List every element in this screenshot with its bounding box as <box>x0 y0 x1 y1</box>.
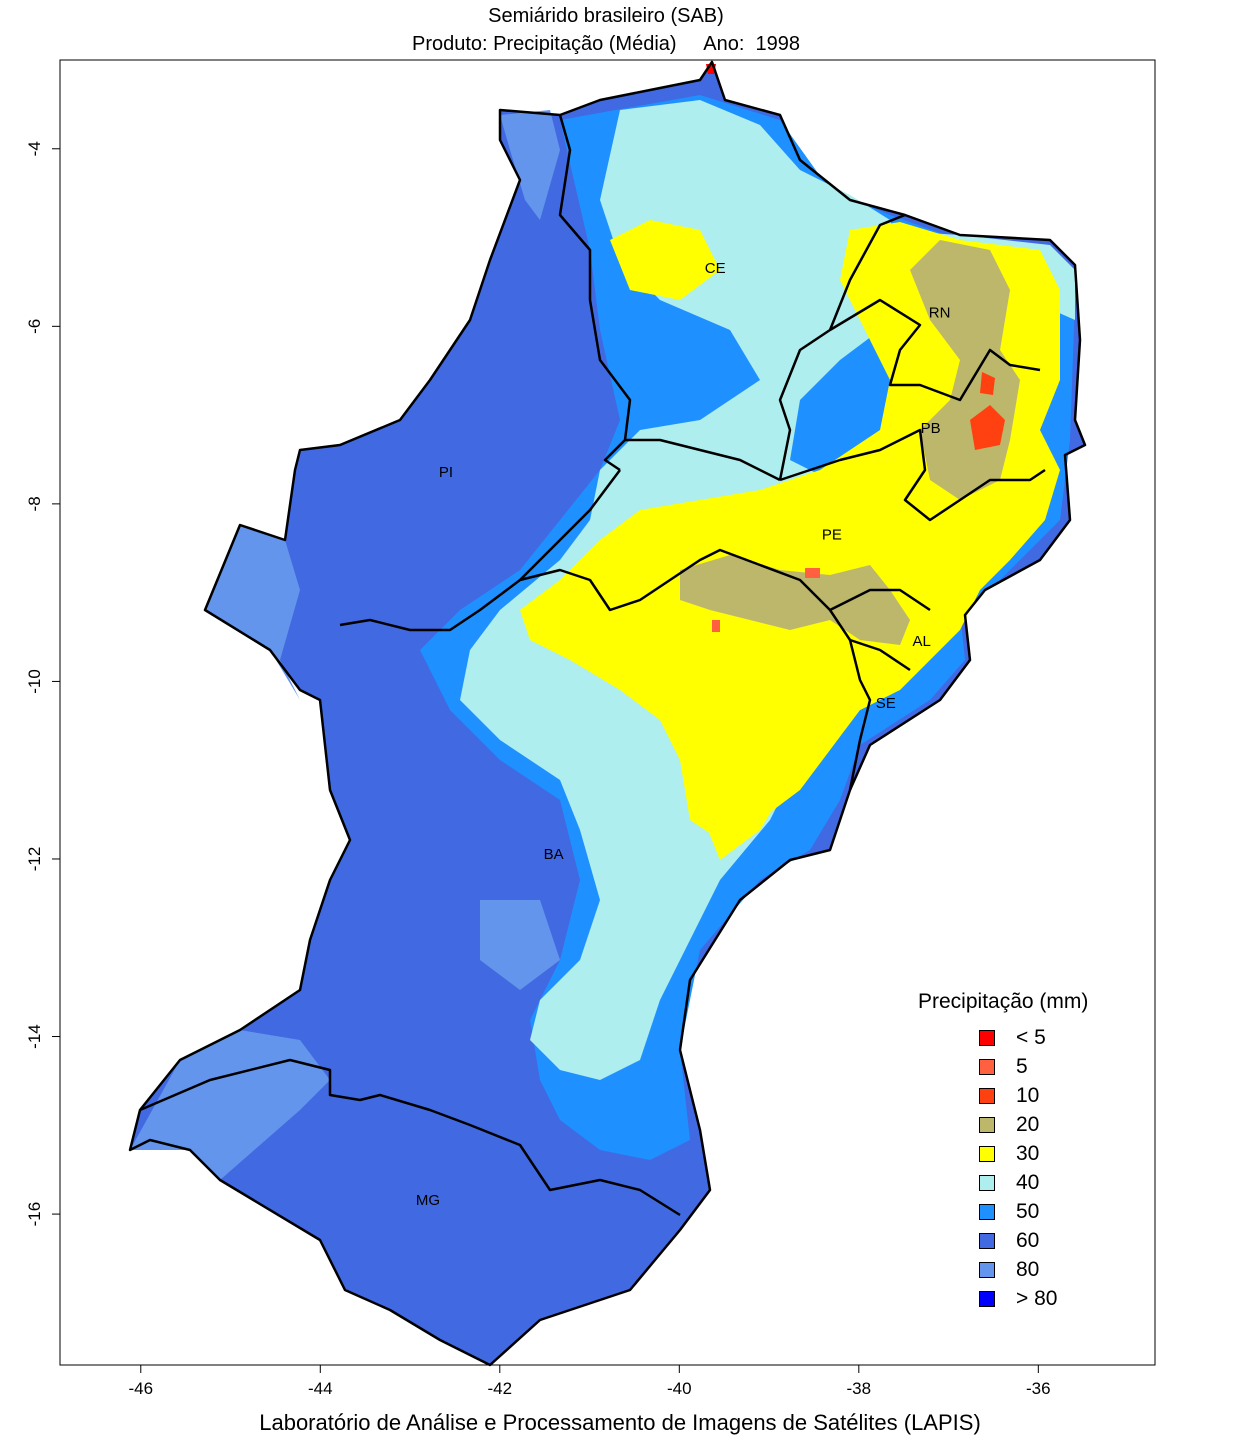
x-tick-label: -40 <box>667 1379 692 1398</box>
x-tick-label: -44 <box>308 1379 333 1398</box>
precip-30 <box>520 222 1060 840</box>
state-label-se: SE <box>876 695 896 712</box>
legend: Precipitação (mm) < 5 5 10 20 30 40 50 60 80 > 80 <box>918 990 1138 1316</box>
state-label-mg: MG <box>416 1192 440 1209</box>
state-label-pb: PB <box>921 420 941 437</box>
product-label: Produto: Precipitação (Média) <box>411 33 677 55</box>
state-label-ba: BA <box>544 846 564 863</box>
legend-swatch <box>979 1233 995 1249</box>
border-rn-pb <box>829 298 1041 402</box>
precip-10-pb-n <box>980 372 995 395</box>
y-tick-label: -4 <box>25 141 44 156</box>
state-label-rn: RN <box>929 304 951 321</box>
x-tick-label: -46 <box>128 1379 153 1398</box>
legend-swatch <box>979 1146 995 1162</box>
year-label: Ano: 1998 <box>703 33 800 55</box>
border-pi-ba <box>339 469 621 632</box>
legend-swatch <box>979 1262 995 1278</box>
legend-item: 30 <box>918 1142 1138 1171</box>
legend-swatch <box>979 1059 995 1075</box>
map-subtitle: Produto: Precipitação (Média) Ano: 1998 <box>0 32 1226 56</box>
map-title: Semiárido brasileiro (SAB) <box>488 5 724 27</box>
axes: -46 -44 -42 -40 -38 -36 -4 -6 -8 -10 -12 -14 -16 <box>25 141 1051 1398</box>
y-tick-label: -14 <box>25 1024 44 1049</box>
legend-label: 20 <box>1016 1113 1040 1136</box>
state-label-ce: CE <box>705 260 726 277</box>
legend-item: 40 <box>918 1171 1138 1200</box>
x-tick-label: -42 <box>488 1379 513 1398</box>
y-tick-label: -16 <box>25 1202 44 1227</box>
legend-item: > 80 <box>918 1287 1138 1316</box>
state-label-al: AL <box>912 633 930 650</box>
y-tick-label: -10 <box>25 669 44 694</box>
legend-item: 20 <box>918 1113 1138 1142</box>
legend-swatch <box>979 1117 995 1133</box>
border-ba-mg <box>139 1058 681 1217</box>
state-label-pi: PI <box>439 464 453 481</box>
legend-label: < 5 <box>1016 1026 1046 1049</box>
legend-label: 80 <box>1016 1258 1040 1281</box>
legend-label: 40 <box>1016 1171 1040 1194</box>
border-pb-pe <box>779 428 1046 522</box>
legend-item: 50 <box>918 1200 1138 1229</box>
precip-30-ce <box>610 220 720 300</box>
legend-swatch <box>979 1175 995 1191</box>
footer-credit: Laboratório de Análise e Processamento d… <box>259 1410 981 1435</box>
precip-5-ba <box>712 620 720 632</box>
legend-swatch <box>979 1291 995 1307</box>
y-tick-label: -12 <box>25 847 44 872</box>
state-labels: CE RN PB PI PE AL SE BA MG <box>416 260 951 1209</box>
legend-item: < 5 <box>918 1026 1138 1055</box>
border-al-se <box>828 609 911 672</box>
precip-80-center <box>480 900 560 990</box>
legend-label: 30 <box>1016 1142 1040 1165</box>
precip-20-pe <box>680 555 910 645</box>
legend-label: 10 <box>1016 1084 1040 1107</box>
y-tick-label: -6 <box>25 319 44 334</box>
legend-item: 60 <box>918 1229 1138 1258</box>
precip-10-pb <box>970 405 1005 450</box>
legend-swatch <box>979 1088 995 1104</box>
border-pe-ba <box>519 548 931 612</box>
region-border <box>128 60 1087 1367</box>
legend-item: 5 <box>918 1055 1138 1084</box>
legend-title: Precipitação (mm) <box>918 990 1089 1013</box>
border-ce-pi <box>558 114 632 472</box>
legend-label: > 80 <box>1016 1287 1058 1310</box>
legend-swatch <box>979 1030 995 1046</box>
state-label-pe: PE <box>822 526 842 543</box>
precip-80-sw <box>130 1030 330 1180</box>
legend-label: 60 <box>1016 1229 1040 1252</box>
precip-30-ba <box>680 700 790 860</box>
precip-5-pe <box>805 568 820 578</box>
legend-item: 80 <box>918 1258 1138 1287</box>
legend-swatch <box>979 1204 995 1220</box>
y-tick-label: -8 <box>25 496 44 511</box>
legend-label: 50 <box>1016 1200 1040 1223</box>
precip-80-nw <box>500 110 560 220</box>
legend-item: 10 <box>918 1084 1138 1113</box>
border-se-ba <box>848 639 872 791</box>
x-tick-label: -36 <box>1026 1379 1051 1398</box>
border-ce-pb-rn <box>778 213 906 481</box>
legend-label: 5 <box>1016 1055 1028 1078</box>
x-tick-label: -38 <box>847 1379 872 1398</box>
border-ce-pe <box>625 438 781 482</box>
